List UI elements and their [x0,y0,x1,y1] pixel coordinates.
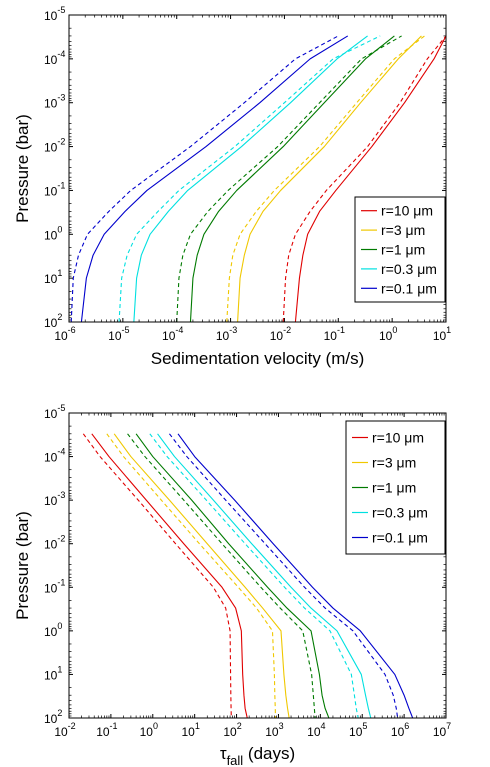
legend-label: r=10 μm [381,203,433,219]
x-axis-label: Sedimentation velocity (m/s) [151,349,365,368]
series-line-8-dashed [149,433,359,718]
x-tick-label: 10-2 [270,325,291,343]
x-tick-label: 100 [379,325,397,343]
x-tick-label: 10-1 [96,721,117,739]
y-tick-label: 100 [44,621,62,639]
y-tick-label: 10-2 [44,534,65,552]
x-tick-label: 10-2 [54,721,75,739]
y-tick-label: 10-4 [44,447,65,465]
x-tick-label: 10-6 [54,325,75,343]
chart-2: 10-2 10-1 100 101 102 103 104 105 106 107 10-5 10-4… [13,403,451,767]
y-tick-label: 102 [44,312,62,330]
axes-frame [68,14,447,323]
series-group [82,433,414,718]
x-tick-label: 105 [349,721,367,739]
legend-label: r=3 μm [372,455,416,471]
y-axis-label: Pressure (bar) [13,114,32,223]
y-tick-label: 101 [44,664,62,682]
y-tick-label: 10-4 [44,49,65,67]
x-tick-label: 10-4 [162,325,183,343]
series-line-1-solid [91,433,248,718]
legend-label: r=10 μm [372,430,424,446]
series-group [70,35,446,322]
series-line-3-solid [237,35,422,322]
y-axis-label: Pressure (bar) [13,511,32,620]
series-line-9-solid [80,35,349,322]
series-line-7-solid [157,433,372,718]
series-line-10-dashed [70,35,339,322]
y-tick-label: 10-2 [44,137,65,155]
y-tick-label: 101 [44,268,62,286]
series-line-2-dashed [282,35,446,322]
x-tick-label: 104 [307,721,325,739]
y-tick-label: 102 [44,708,62,726]
x-tick-label: 106 [391,721,409,739]
y-tick-label: 10-3 [44,490,65,508]
legend-label: r=3 μm [381,222,425,238]
y-tick-label: 10-5 [44,5,65,23]
y-tick-label: 10-3 [44,93,65,111]
y-tick-label: 10-1 [44,577,65,595]
series-line-8-dashed [118,35,381,322]
y-tick-label: 10-5 [44,403,65,421]
x-tick-label: 103 [265,721,283,739]
legend-label: r=1 μm [372,480,416,496]
series-line-3-solid [113,433,290,718]
legend-label: r=0.3 μm [381,261,437,277]
series-line-4-dashed [106,433,277,718]
y-tick-label: 10-1 [44,180,65,198]
x-tick-label: 10-1 [324,325,345,343]
x-tick-label: 102 [223,721,241,739]
series-line-9-solid [177,433,414,718]
series-line-4-dashed [226,35,425,322]
x-tick-label: 10-5 [108,325,129,343]
legend-label: r=0.3 μm [372,505,428,521]
series-line-6-dashed [127,433,316,718]
series-line-7-solid [133,35,368,322]
chart-1: 10-6 10-5 10-4 10-3 10-2 10-1 100 101 10-5 10-4 10… [13,5,451,368]
series-line-6-dashed [176,35,402,322]
series-line-5-solid [135,433,330,718]
series-line-5-solid [189,35,395,322]
legend: r=10 μm r=3 μm r=1 μm r=0.3 μm r=0.1 μm [354,196,446,303]
x-tick-label: 101 [433,325,451,343]
y-tick-label: 100 [44,224,62,242]
x-tick-label: 101 [181,721,199,739]
legend-label: r=1 μm [381,242,425,258]
series-line-1-solid [294,35,446,322]
x-tick-label: 100 [140,721,158,739]
x-axis-label: τfall (days) [220,744,295,767]
legend: r=10 μm r=3 μm r=1 μm r=0.3 μm r=0.1 μm [345,420,446,555]
axes-frame [68,412,447,719]
legend-label: r=0.1 μm [381,280,437,296]
legend-label: r=0.1 μm [372,530,428,546]
series-line-10-dashed [169,433,399,718]
series-line-2-dashed [82,433,232,718]
x-tick-label: 10-3 [216,325,237,343]
x-tick-label: 107 [433,721,451,739]
